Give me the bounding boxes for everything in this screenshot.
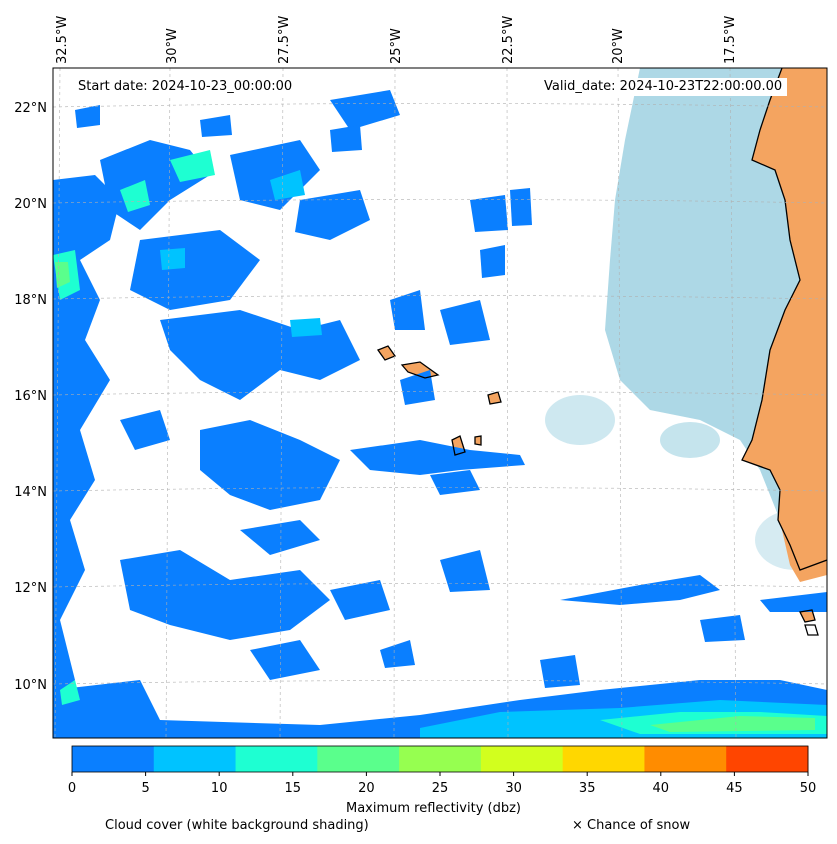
colorbar-segment [235, 746, 318, 772]
colorbar-tick-label: 20 [358, 781, 375, 796]
lon-label: 27.5°W [277, 16, 292, 64]
lon-label: 25°W [389, 28, 404, 64]
lat-label: 18°N [14, 293, 47, 308]
valid-date-label: Valid_date: 2024-10-23T22:00:00.00 [539, 78, 788, 96]
colorbar-tick-label: 25 [432, 781, 449, 796]
cape-verde-island-5 [475, 436, 481, 445]
lat-label: 16°N [14, 389, 47, 404]
colorbar-segment [726, 746, 809, 772]
land-layer [378, 68, 827, 622]
lon-label: 20°W [611, 28, 626, 64]
colorbar-label: Maximum reflectivity (dbz) [346, 801, 521, 816]
colorbar-tick-label: 5 [141, 781, 149, 796]
colorbar-segment [317, 746, 400, 772]
colorbar-tick-label: 45 [726, 781, 743, 796]
colorbar-segment [644, 746, 727, 772]
colorbar-tick-label: 30 [505, 781, 522, 796]
longitude-labels: 32.5°W 30°W 27.5°W 25°W 22.5°W 20°W 17.5… [55, 16, 738, 64]
lon-label: 22.5°W [501, 16, 516, 64]
reflectivity-layer [53, 90, 827, 738]
reflectivity-colorbar [71, 745, 809, 773]
senegal-land [782, 525, 827, 582]
colorbar-tick-label: 15 [285, 781, 302, 796]
colorbar-segment [399, 746, 482, 772]
lat-label: 14°N [14, 485, 47, 500]
african-coastline [742, 68, 827, 570]
cape-verde-island-3 [488, 392, 501, 404]
cloud-cover-legend: Cloud cover (white background shading) [105, 818, 369, 833]
cape-verde-island-1 [378, 346, 395, 360]
colorbar-segment [562, 746, 645, 772]
colorbar-tick-label: 10 [211, 781, 228, 796]
colorbar-ticks: 0 5 10 15 20 25 30 35 40 45 50 [68, 772, 816, 796]
lat-label: 20°N [14, 197, 47, 212]
lon-label: 32.5°W [55, 16, 70, 64]
lat-label: 22°N [14, 101, 47, 116]
lat-label: 10°N [14, 678, 47, 693]
colorbar-segment [480, 746, 564, 772]
snow-legend: × Chance of snow [572, 818, 691, 833]
colorbar-segment [72, 746, 155, 772]
colorbar-tick-label: 0 [68, 781, 76, 796]
start-date-label: Start date: 2024-10-23_00:00:00 [73, 78, 298, 96]
map-frame [52, 67, 828, 739]
colorbar-segment [153, 746, 237, 772]
latitude-labels: 22°N 20°N 18°N 16°N 14°N 12°N 10°N [14, 101, 47, 693]
colorbar-tick-label: 40 [653, 781, 670, 796]
colorbar-tick-label: 35 [579, 781, 596, 796]
coastlines [376, 68, 827, 636]
lat-label: 12°N [14, 581, 47, 596]
gridlines [53, 68, 827, 738]
lon-label: 17.5°W [723, 16, 738, 64]
colorbar-tick-label: 50 [800, 781, 817, 796]
lon-label: 30°W [165, 28, 180, 64]
